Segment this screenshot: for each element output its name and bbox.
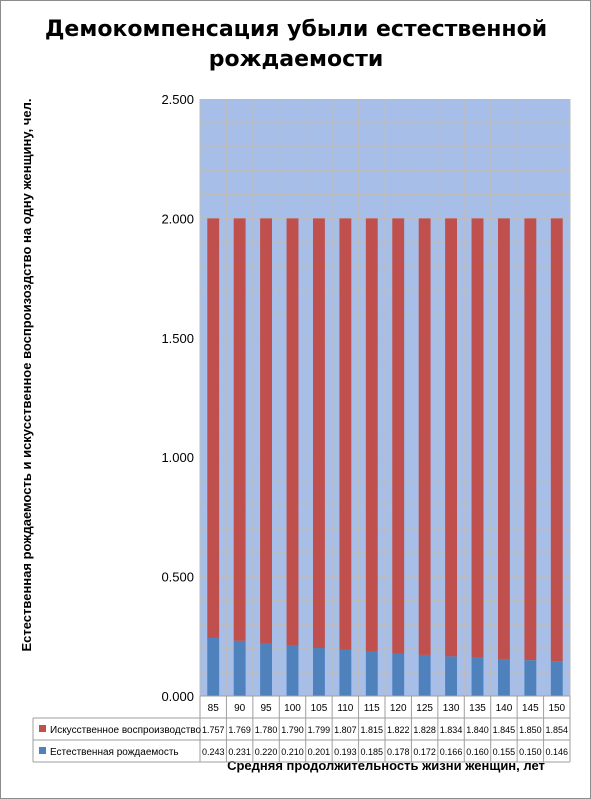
data-table-cell: 1.854 — [546, 725, 569, 735]
bar-natural-birth — [392, 653, 405, 696]
data-table-cell: 1.834 — [440, 725, 463, 735]
data-table-cell: 0.166 — [440, 747, 463, 757]
data-table-cell: 0.185 — [361, 747, 384, 757]
bar-artificial-reproduction — [339, 218, 352, 650]
data-table-cell: 1.822 — [387, 725, 410, 735]
bar-artificial-reproduction — [233, 218, 246, 641]
x-category-label: 100 — [284, 703, 301, 714]
bar-artificial-reproduction — [365, 218, 378, 652]
chart-title: Демокомпенсация убыли естественной рожда… — [44, 17, 548, 72]
bar-natural-birth — [312, 648, 325, 696]
data-table-cell: 0.160 — [466, 747, 489, 757]
x-category-label: 140 — [496, 703, 513, 714]
data-table-cell: 1.769 — [228, 725, 251, 735]
data-table-cell: 1.840 — [466, 725, 489, 735]
data-table-cell: 0.210 — [281, 747, 304, 757]
bar-natural-birth — [260, 643, 273, 696]
legend-swatch — [39, 747, 46, 754]
x-category-label: 150 — [548, 703, 565, 714]
data-table-cell: 1.790 — [281, 725, 304, 735]
data-table-cell: 0.201 — [308, 747, 331, 757]
x-category-label: 85 — [208, 703, 220, 714]
data-table-cell: 0.243 — [202, 747, 225, 757]
bar-artificial-reproduction — [392, 218, 405, 654]
legend-swatch — [39, 725, 46, 732]
x-category-label: 135 — [469, 703, 486, 714]
x-category-label: 125 — [416, 703, 433, 714]
bar-artificial-reproduction — [445, 218, 458, 657]
data-table-cell: 1.815 — [361, 725, 384, 735]
x-category-label: 130 — [443, 703, 460, 714]
x-category-label: 115 — [364, 703, 380, 714]
data-table-cell: 1.757 — [202, 725, 225, 735]
x-category-label: 120 — [390, 703, 407, 714]
bar-artificial-reproduction — [418, 218, 431, 655]
data-table-cell: 0.172 — [413, 747, 436, 757]
bar-artificial-reproduction — [471, 218, 484, 658]
data-table-cell: 1.807 — [334, 725, 357, 735]
bar-artificial-reproduction — [286, 218, 299, 646]
bar-natural-birth — [233, 640, 246, 696]
bar-artificial-reproduction — [524, 218, 537, 661]
y-tick-label: 0.500 — [161, 570, 194, 585]
y-tick-label: 1.500 — [161, 331, 194, 346]
legend-label: Естественная рождаемость — [50, 747, 179, 758]
x-category-label: 95 — [261, 703, 273, 714]
bar-natural-birth — [550, 661, 563, 696]
bar-artificial-reproduction — [550, 218, 563, 662]
bar-artificial-reproduction — [497, 218, 510, 659]
bar-natural-birth — [418, 654, 431, 696]
bar-natural-birth — [207, 637, 220, 696]
bar-natural-birth — [497, 658, 510, 696]
y-tick-label: 2.500 — [161, 92, 194, 107]
data-table-cell: 0.146 — [546, 747, 569, 757]
bar-artificial-reproduction — [312, 218, 325, 649]
x-category-label: 90 — [234, 703, 246, 714]
bar-natural-birth — [339, 649, 352, 696]
x-category-label: 105 — [311, 703, 328, 714]
data-table-cell: 0.231 — [228, 747, 251, 757]
bar-natural-birth — [445, 656, 458, 696]
y-tick-label: 1.000 — [161, 450, 194, 465]
data-table-cell: 1.828 — [413, 725, 436, 735]
bar-artificial-reproduction — [260, 218, 273, 644]
bar-natural-birth — [365, 651, 378, 696]
x-category-label: 110 — [337, 703, 353, 714]
bar-natural-birth — [286, 645, 299, 696]
bar-natural-birth — [524, 660, 537, 696]
data-table-cell: 1.845 — [493, 725, 516, 735]
data-table-cell: 1.780 — [255, 725, 278, 735]
data-table-cell: 1.850 — [519, 725, 542, 735]
data-table-cell: 1.799 — [308, 725, 331, 735]
data-table-cell: 0.193 — [334, 747, 357, 757]
y-tick-label: 2.000 — [161, 211, 194, 226]
bar-natural-birth — [471, 657, 484, 696]
x-category-label: 145 — [522, 703, 539, 714]
y-tick-label: 0.000 — [161, 689, 194, 704]
data-table-cell: 0.155 — [493, 747, 516, 757]
bar-artificial-reproduction — [207, 218, 220, 638]
data-table-cell: 0.150 — [519, 747, 542, 757]
legend-label: Искусственное воспроизводство — [50, 725, 201, 736]
data-table-cell: 0.178 — [387, 747, 410, 757]
data-table-cell: 0.220 — [255, 747, 278, 757]
